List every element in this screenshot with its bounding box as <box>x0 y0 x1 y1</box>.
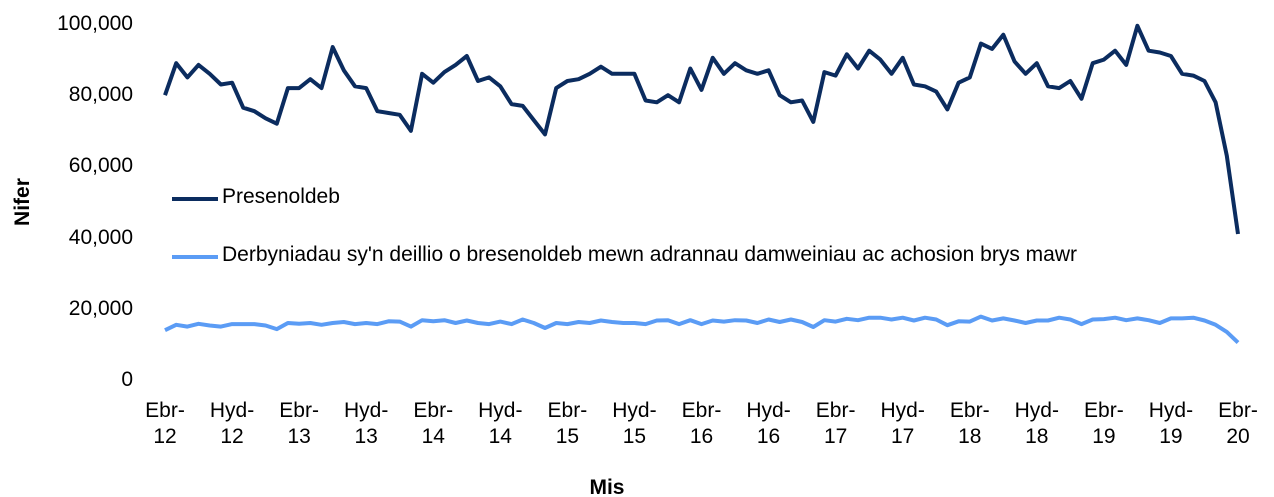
y-tick-label: 100,000 <box>57 12 133 35</box>
legend-swatch <box>172 255 218 259</box>
x-tick-label: Ebr-13 <box>279 399 319 448</box>
y-tick-label: 60,000 <box>68 154 133 178</box>
x-tick-label: Ebr-16 <box>681 399 722 448</box>
x-tick-label: Hyd-15 <box>612 399 657 448</box>
legend-label: Presenoldeb <box>222 185 340 208</box>
x-tick-label: Ebr-18 <box>949 399 990 448</box>
x-tick-label: Hyd-16 <box>746 399 791 448</box>
legend-swatch <box>172 197 218 201</box>
x-tick-label: Ebr-20 <box>1218 399 1258 448</box>
legend-label: Derbyniadau sy'n deillio o bresenoldeb m… <box>222 243 1077 266</box>
x-tick-label: Ebr-17 <box>815 399 856 448</box>
line <box>164 314 1240 345</box>
x-tick-label: Ebr-14 <box>413 399 454 448</box>
y-tick-label: 0 <box>121 368 133 391</box>
x-tick-label: Hyd-13 <box>344 399 389 448</box>
x-tick-label: Ebr-15 <box>547 399 588 448</box>
line <box>163 23 1240 235</box>
x-axis-title: Mis <box>589 476 625 497</box>
y-tick-label: 80,000 <box>68 83 133 107</box>
x-tick-label: Ebr-19 <box>1084 399 1124 448</box>
x-tick-label: Ebr-12 <box>145 399 185 448</box>
legend-item: Derbyniadau sy'n deillio o bresenoldeb m… <box>172 243 1077 270</box>
x-tick-label: Hyd-18 <box>1014 399 1059 448</box>
x-tick-label: Hyd-19 <box>1148 399 1194 448</box>
x-tick-label: Hyd-17 <box>880 399 925 448</box>
legend-item: Presenoldeb <box>172 185 340 212</box>
y-tick-label: 20,000 <box>68 296 133 320</box>
x-tick-label: Hyd-14 <box>478 399 523 448</box>
y-tick-label: 40,000 <box>68 225 133 249</box>
x-tick-label: Hyd-12 <box>209 399 255 448</box>
